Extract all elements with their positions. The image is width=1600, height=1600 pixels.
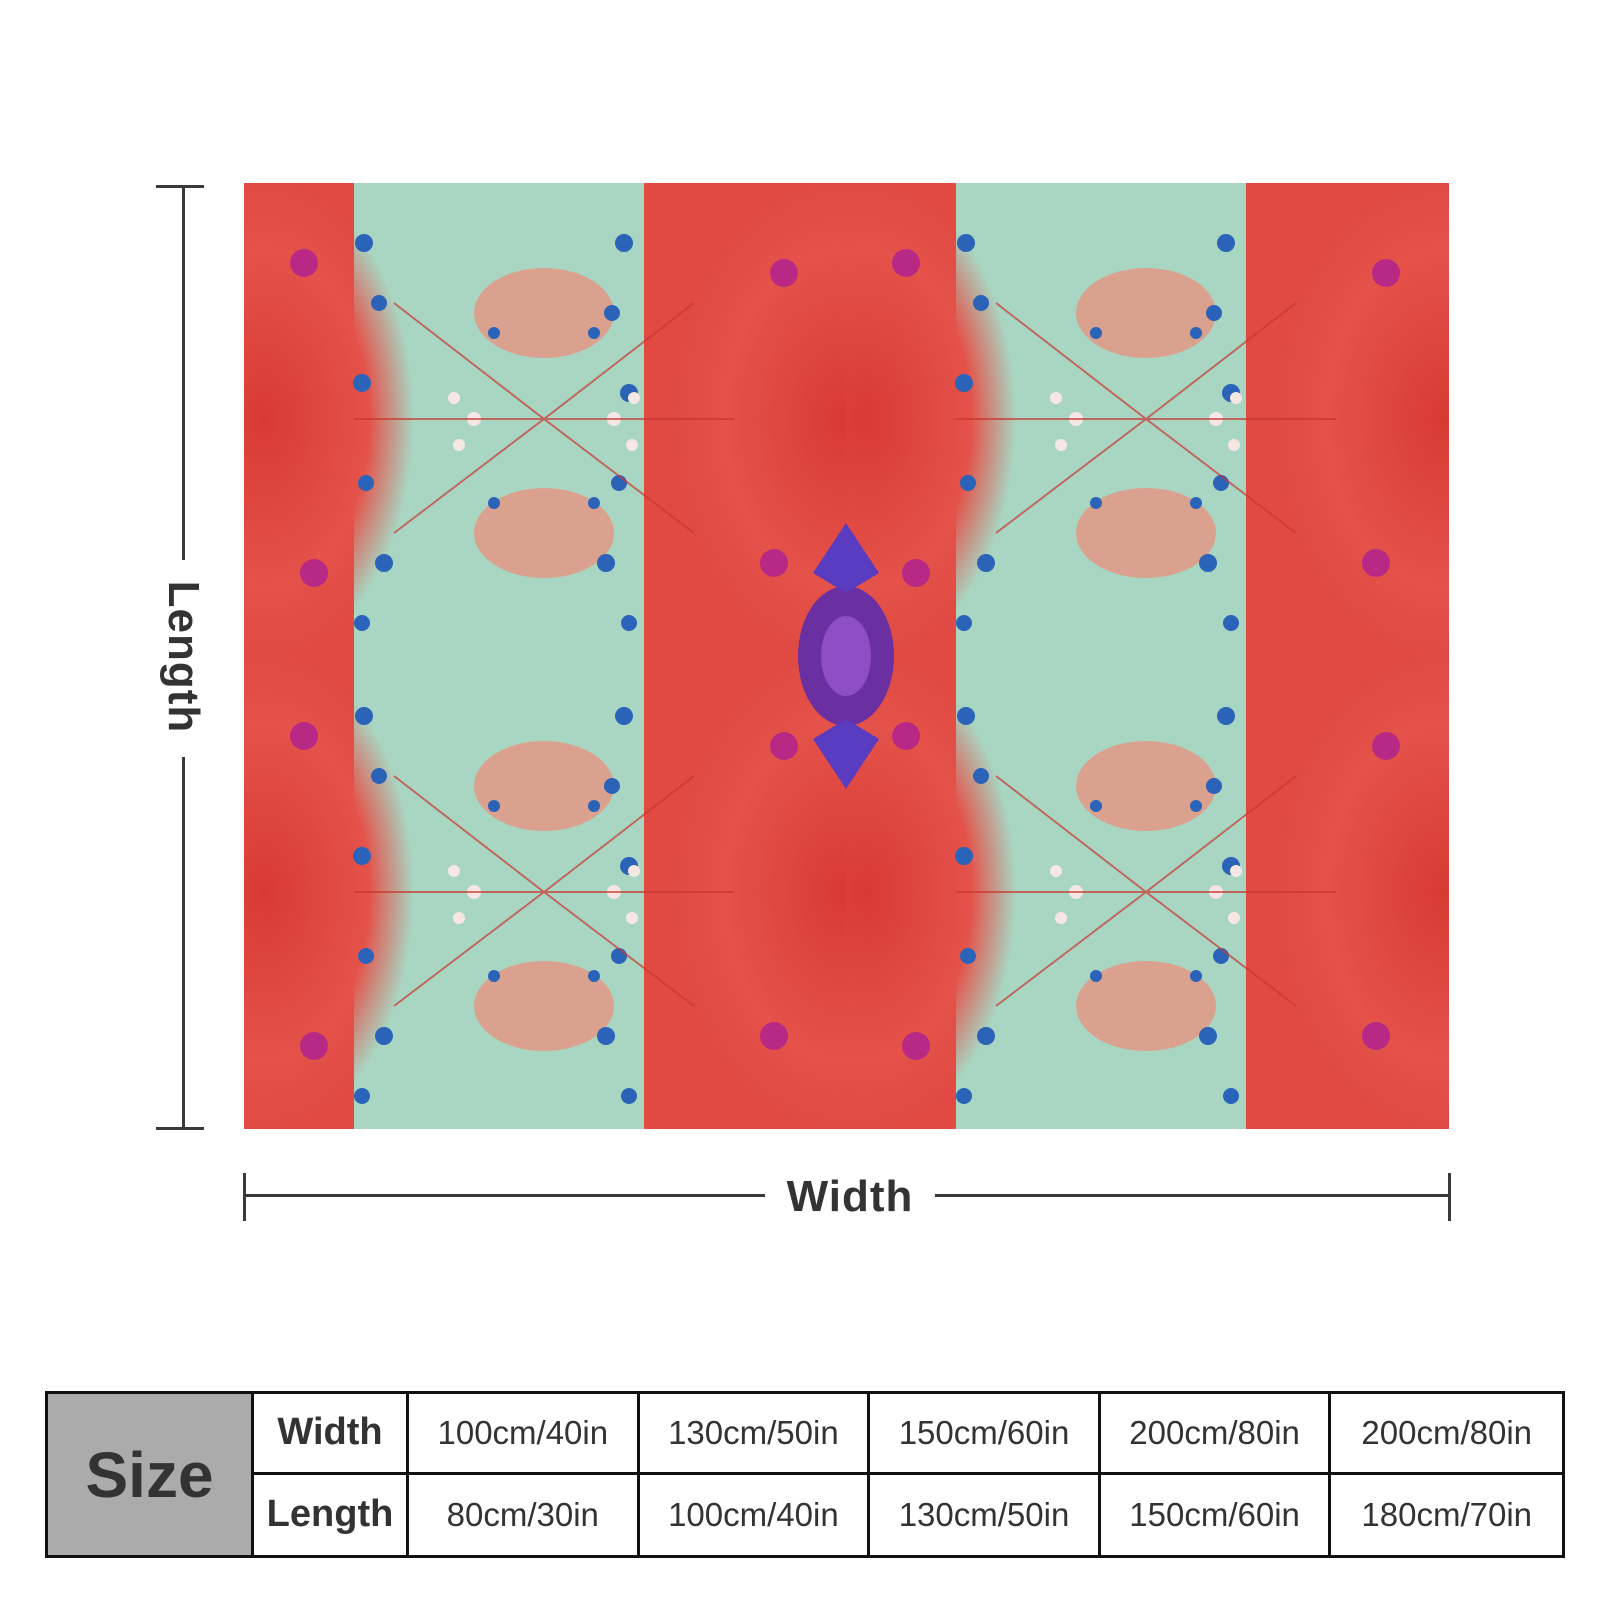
length-line-top	[182, 185, 185, 560]
width-value: 100cm/40in	[409, 1394, 640, 1475]
length-value: 130cm/50in	[870, 1474, 1101, 1555]
width-value: 150cm/60in	[870, 1394, 1101, 1475]
width-label: Width	[786, 1172, 914, 1221]
length-label: Length	[159, 580, 208, 734]
length-value: 150cm/60in	[1101, 1474, 1332, 1555]
blanket-pattern	[244, 183, 1449, 1129]
row-label-width: Width	[254, 1394, 409, 1475]
width-value: 200cm/80in	[1100, 1394, 1332, 1475]
width-left-cap	[243, 1173, 246, 1221]
length-line-bottom	[182, 757, 185, 1130]
length-value: 80cm/30in	[409, 1474, 640, 1555]
row-label-length: Length	[254, 1474, 409, 1555]
size-title: Size	[48, 1394, 254, 1555]
size-grid: Width 100cm/40in 130cm/50in 150cm/60in 2…	[254, 1394, 1562, 1555]
length-bottom-cap	[156, 1127, 204, 1130]
blanket-image	[244, 183, 1449, 1129]
size-table: Size Width 100cm/40in 130cm/50in 150cm/6…	[45, 1391, 1565, 1558]
width-line-right	[935, 1194, 1450, 1197]
length-top-cap	[156, 185, 204, 188]
length-value: 100cm/40in	[640, 1474, 871, 1555]
width-value: 200cm/80in	[1331, 1394, 1562, 1475]
width-value: 130cm/50in	[639, 1394, 871, 1475]
width-line-left	[243, 1194, 765, 1197]
width-right-cap	[1448, 1173, 1451, 1221]
length-value: 180cm/70in	[1361, 1495, 1532, 1533]
